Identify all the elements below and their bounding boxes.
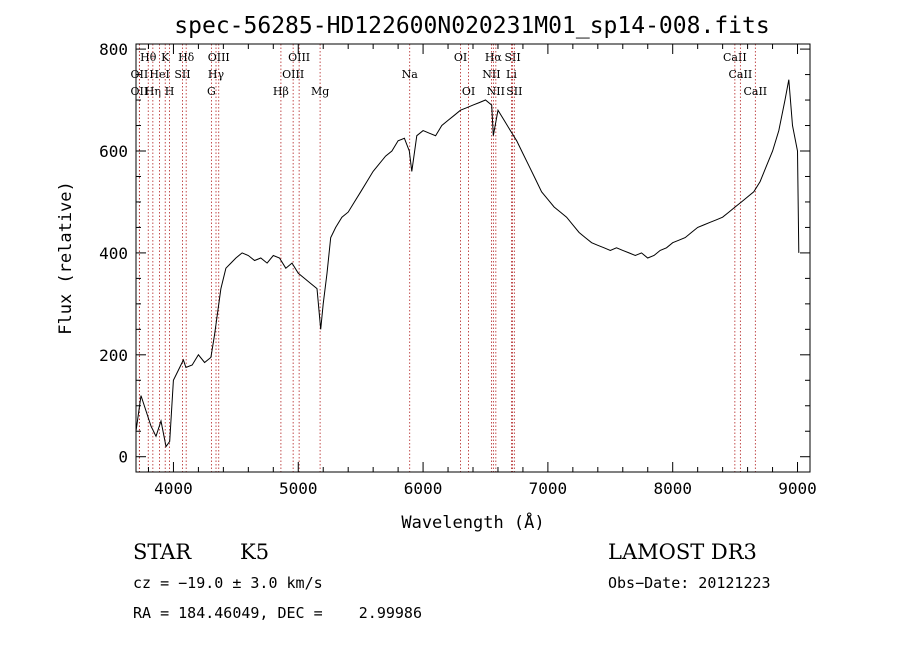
spectral-line-markers: HθOIIOIIHηHeIKHSIIHδGHγOIIIHβOIIIOIIIMgN… [131, 44, 767, 472]
x-tick-label-3: 7000 [529, 479, 568, 498]
marker-label-4: HeI [149, 68, 169, 81]
marker-label-6: H [165, 85, 175, 98]
marker-label-2: OII [131, 85, 149, 98]
marker-label-3: Hη [145, 85, 161, 98]
marker-label-13: OIII [282, 68, 304, 81]
marker-label-24: SII [506, 85, 522, 98]
marker-label-22: Li [506, 68, 517, 81]
x-tick-label-0: 4000 [154, 479, 193, 498]
marker-label-15: Mg [311, 85, 329, 98]
obs-date-readout: Obs−Date: 20121223 [608, 574, 771, 592]
x-tick-label-1: 5000 [279, 479, 318, 498]
x-tick-label-5: 9000 [778, 479, 817, 498]
y-axis-label: Flux (relative) [56, 181, 76, 335]
spectral-subclass: K5 [240, 540, 270, 564]
marker-label-16: Na [402, 68, 419, 81]
x-axis-label: Wavelength (Å) [401, 511, 544, 533]
x-tick-label-4: 8000 [653, 479, 692, 498]
marker-label-20: Hα [485, 51, 503, 64]
marker-label-14: OIII [288, 51, 310, 64]
marker-label-18: OI [462, 85, 475, 98]
axis-ticks: 4000 5000 6000 7000 8000 9000 0 200 400 600 800 [99, 40, 817, 498]
redshift-readout: cz = −19.0 ± 3.0 km/s [133, 574, 323, 592]
marker-label-19: NII [482, 68, 500, 81]
chart-title: spec-56285-HD122600N020231M01_sp14-008.f… [174, 13, 769, 39]
plot-frame [135, 43, 811, 473]
marker-label-7: SII [174, 68, 190, 81]
marker-label-0: Hθ [140, 51, 157, 64]
marker-label-9: G [207, 85, 216, 98]
object-class: STAR [133, 540, 192, 564]
y-tick-label-2: 400 [99, 244, 128, 263]
x-tick-label-2: 6000 [404, 479, 443, 498]
marker-label-23: SII [504, 51, 520, 64]
marker-label-25: CaII [723, 51, 747, 64]
marker-label-17: OI [454, 51, 467, 64]
coordinates-readout: RA = 184.46049, DEC = 2.99986 [133, 604, 422, 622]
marker-label-10: Hγ [208, 68, 225, 81]
marker-label-27: CaII [743, 85, 767, 98]
marker-label-8: Hδ [178, 51, 195, 64]
y-tick-label-0: 0 [118, 448, 128, 467]
marker-label-21: NII [487, 85, 505, 98]
marker-label-5: K [161, 51, 170, 64]
survey-name: LAMOST DR3 [608, 540, 757, 564]
y-tick-label-4: 800 [99, 40, 128, 59]
spectrum-line [135, 79, 800, 448]
marker-label-26: CaII [729, 68, 753, 81]
marker-label-11: OIII [208, 51, 230, 64]
marker-label-12: Hβ [273, 85, 289, 98]
y-tick-label-1: 200 [99, 346, 128, 365]
y-tick-label-3: 600 [99, 142, 128, 161]
